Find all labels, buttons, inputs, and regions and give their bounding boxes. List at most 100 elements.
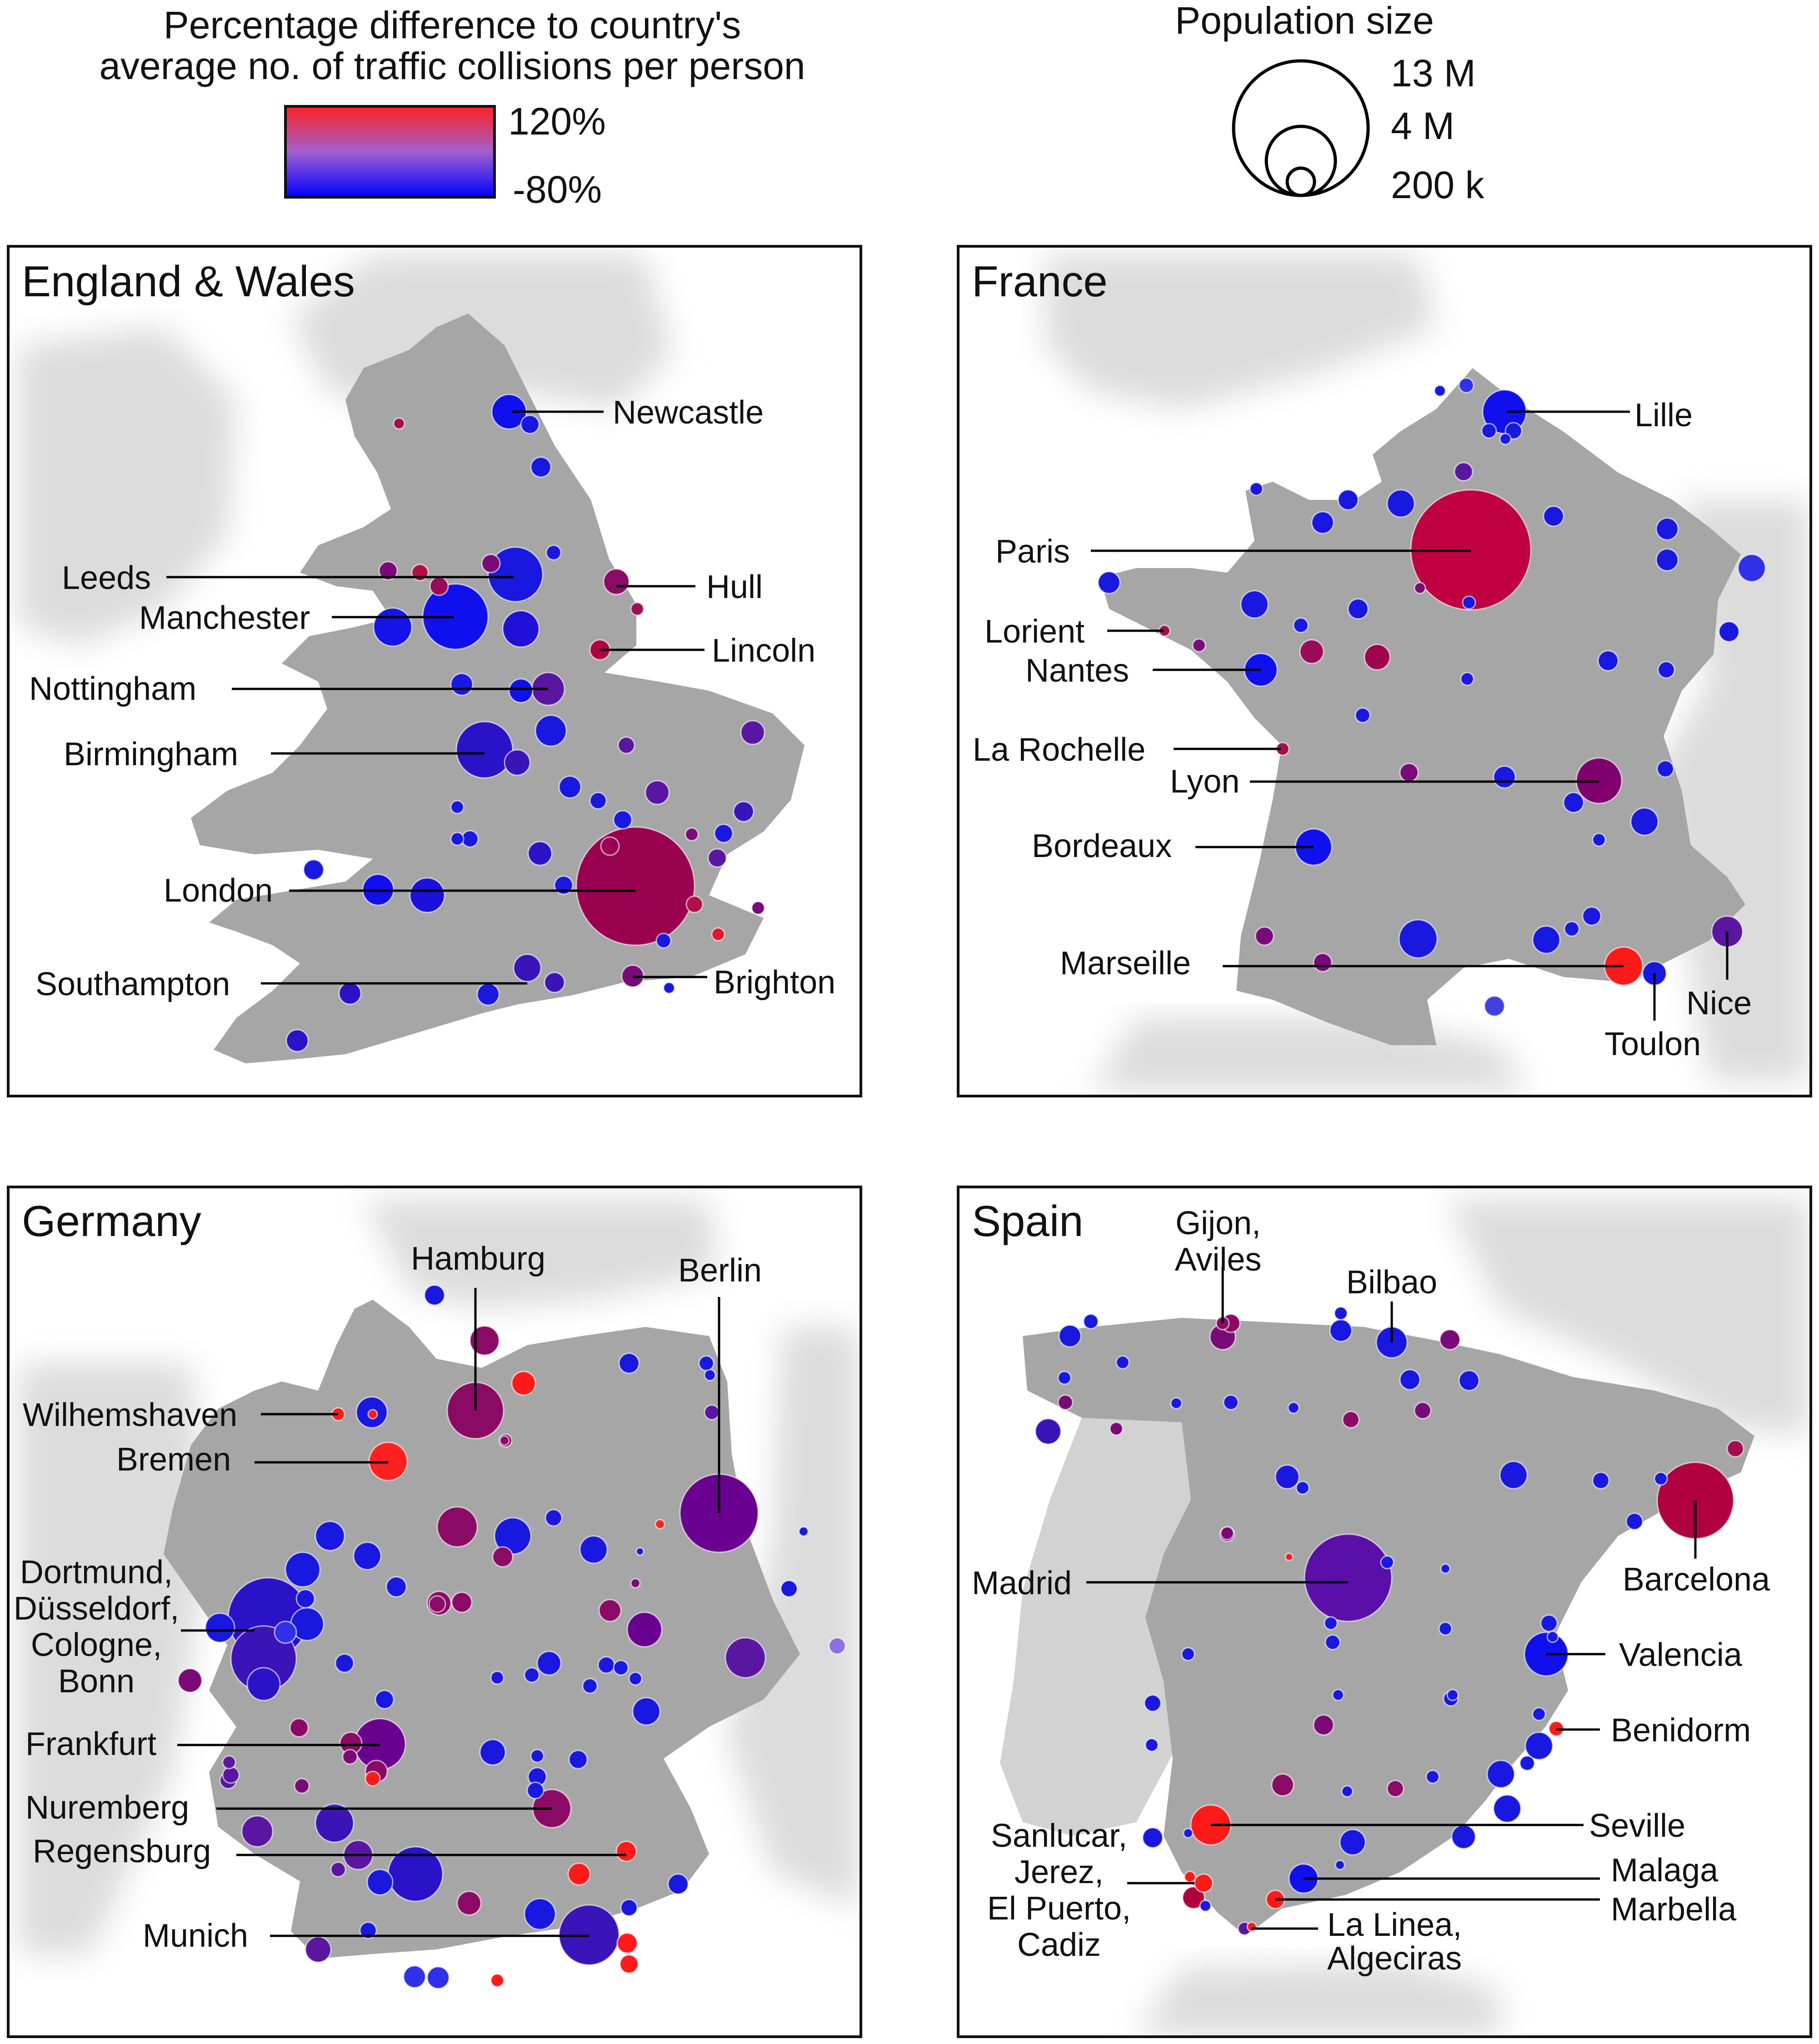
city-birmingham: [455, 721, 514, 779]
city-badajoz: [1144, 1694, 1162, 1712]
color-max-label: 120%: [508, 100, 606, 143]
city-goettingen: [451, 1591, 473, 1613]
label-paris: Paris: [995, 533, 1070, 570]
label-bilbao: Bilbao: [1346, 1264, 1437, 1301]
city-toulouse: [1398, 919, 1438, 959]
city-grenoble: [1630, 807, 1659, 836]
panel-germany: Germany: [7, 1186, 862, 2038]
city-palencia: [1287, 1401, 1300, 1414]
city-ourense: [1109, 1421, 1124, 1436]
panel-spain: Spain: [957, 1186, 1812, 2038]
city-brest: [1097, 571, 1121, 594]
city-murcia: [1493, 1794, 1522, 1823]
neighbour-land-west: [18, 1363, 209, 1954]
color-min-label: -80%: [513, 168, 602, 211]
size-circle-4m: [1264, 125, 1337, 197]
city-cardiff: [409, 877, 445, 913]
city-segovia: [1295, 1481, 1310, 1495]
city-le-mans: [1347, 598, 1369, 620]
neighbour-land-england-south: [1045, 254, 1436, 409]
city-torrelavega: [1334, 1306, 1348, 1321]
city-girona: [1726, 1440, 1744, 1458]
label-nice: Nice: [1686, 985, 1752, 1022]
city-cadiz: [1182, 1886, 1205, 1909]
leaders-spain: [1086, 1267, 1697, 1930]
size-circle-200k: [1285, 166, 1316, 197]
city-colchester: [714, 823, 734, 843]
city-sanlucar: [1184, 1870, 1196, 1883]
city-zweibrucken: [222, 1755, 236, 1770]
label-munich: Munich: [143, 1918, 248, 1954]
city-osnabrueck: [315, 1521, 345, 1551]
city-northampton: [589, 792, 607, 810]
city-grimsby: [630, 602, 645, 616]
city-nancy: [1655, 548, 1679, 572]
panel-title-france: France: [972, 257, 1108, 306]
city-bavaria-east: [616, 1932, 638, 1954]
panel-frame-germany: [7, 1186, 862, 2038]
city-el-puerto: [1199, 1899, 1212, 1912]
city-crawley: [655, 932, 672, 949]
city-milton-keynes: [613, 810, 633, 830]
size-legend: Population size 13 M 4 M 200 k: [1175, 0, 1484, 206]
panel-france: France: [957, 245, 1812, 1097]
city-dresden: [725, 1637, 766, 1679]
city-wolfsburg: [545, 1509, 563, 1527]
city-canterbury: [751, 901, 765, 915]
city-potsdam: [655, 1519, 665, 1530]
city-bitterfeld: [630, 1578, 641, 1589]
label-valencia: Valencia: [1619, 1637, 1743, 1673]
city-valence: [1592, 833, 1606, 847]
city-hastings: [711, 927, 725, 942]
city-bayonne: [1254, 926, 1274, 946]
label-jerez: Jerez,: [1014, 1854, 1104, 1890]
label-cologne: Cologne,: [31, 1627, 162, 1663]
city-flensburg: [424, 1284, 445, 1306]
city-landau: [365, 1770, 381, 1787]
city-regensburg: [615, 1840, 637, 1862]
city-bradford: [481, 553, 501, 573]
city-konstanz: [426, 1966, 450, 1989]
city-telford: [450, 800, 465, 814]
color-legend: Percentage difference to country's avera…: [99, 4, 805, 211]
label-newcastle: Newcastle: [613, 394, 764, 431]
city-logrono: [1414, 1401, 1432, 1420]
city-mulhouse: [1718, 621, 1740, 643]
label-dortmund: Dortmund,: [20, 1554, 173, 1590]
label-sanlucar: Sanlucar,: [991, 1818, 1127, 1854]
city-derby: [508, 678, 534, 703]
city-cambridge: [645, 780, 670, 805]
city-exeter: [338, 982, 362, 1005]
city-merida: [1144, 1738, 1159, 1752]
city-zaragoza: [1499, 1461, 1528, 1490]
label-gijon: Gijon,: [1175, 1205, 1261, 1241]
city-saarbruecken: [241, 1815, 274, 1848]
city-la-linea: [1246, 1921, 1257, 1932]
city-plauen: [582, 1678, 598, 1694]
city-vigo: [1034, 1418, 1062, 1445]
city-chartres: [1414, 582, 1426, 594]
city-heilbronn: [366, 1869, 394, 1896]
label-la-linea: La Linea,: [1327, 1907, 1462, 1943]
city-reus: [1654, 1471, 1668, 1486]
city-rouen: [1386, 489, 1415, 518]
city-ludwigsburg: [330, 1861, 346, 1878]
city-kiel: [469, 1325, 500, 1356]
city-koblenz: [289, 1718, 309, 1738]
cities-germany: [177, 1284, 846, 1989]
city-siegen: [335, 1653, 355, 1673]
city-burgos: [1342, 1411, 1360, 1429]
city-aachen: [177, 1668, 203, 1693]
label-benidorm: Benidorm: [1611, 1712, 1751, 1749]
land-spain: [1023, 1318, 1754, 1936]
city-villingen: [490, 1973, 505, 1988]
city-preston: [411, 563, 429, 582]
city-london: [575, 826, 695, 946]
city-maidstone: [685, 895, 704, 913]
city-freiburg: [305, 1936, 332, 1963]
city-san-sebastian: [1439, 1329, 1461, 1351]
label-lincoln: Lincoln: [712, 633, 815, 669]
city-jerez: [1194, 1873, 1214, 1893]
city-avignon: [1582, 906, 1602, 926]
city-swansea: [303, 859, 325, 881]
